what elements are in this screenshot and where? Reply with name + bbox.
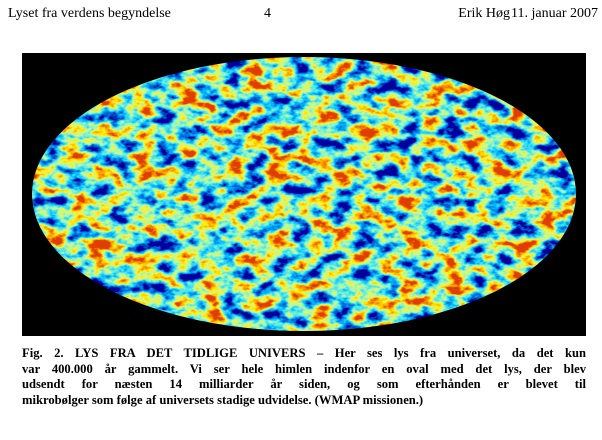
- page-number: 4: [264, 6, 271, 21]
- caption-line: Fig. 2. LYS FRA DET TIDLIGE UNIVERS – He…: [22, 346, 586, 360]
- date: 11. januar 2007: [511, 6, 598, 21]
- temperature-pattern: [32, 57, 576, 331]
- sky-oval: [32, 57, 576, 331]
- sky-map-image: [22, 53, 586, 336]
- author: Erik Høg: [458, 6, 510, 21]
- caption-line: udsendt for næsten 14 milliarder år side…: [22, 377, 586, 392]
- figure-caption: Fig. 2. LYS FRA DET TIDLIGE UNIVERS – He…: [22, 346, 586, 408]
- running-title: Lyset fra verdens begyndelse: [8, 6, 171, 21]
- caption-line: mikrobølger som følge af universets stad…: [22, 392, 424, 407]
- caption-line: var 400.000 år gammelt. Vi ser hele himl…: [22, 361, 586, 376]
